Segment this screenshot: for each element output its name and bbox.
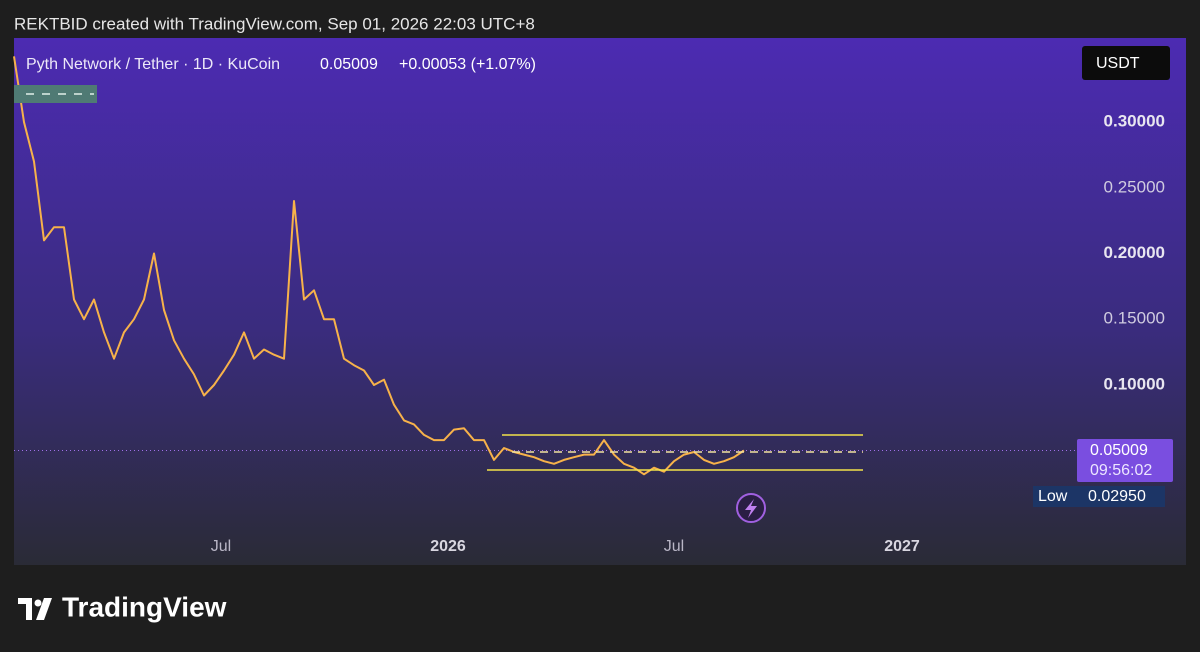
indicator-badge bbox=[14, 85, 97, 103]
x-tick-label: 2026 bbox=[430, 538, 466, 555]
low-value: 0.02950 bbox=[1088, 488, 1146, 505]
price-tag-value: 0.05009 bbox=[1090, 442, 1148, 459]
brand-logo bbox=[18, 598, 52, 620]
credit: REKTBID created with TradingView.com, Se… bbox=[14, 14, 535, 33]
lightning-icon[interactable] bbox=[736, 493, 766, 523]
last-price: 0.05009 bbox=[320, 56, 378, 73]
y-tick-label: 0.25000 bbox=[1104, 177, 1165, 196]
x-tick-label: Jul bbox=[664, 538, 684, 555]
low-tag bbox=[1033, 486, 1165, 507]
range-box bbox=[487, 434, 863, 471]
x-tick-label: 2027 bbox=[884, 538, 920, 555]
price-change: +0.00053 (+1.07%) bbox=[399, 56, 536, 73]
currency[interactable]: USDT bbox=[1096, 55, 1140, 72]
price-tag bbox=[1077, 439, 1173, 482]
currency-button[interactable] bbox=[1082, 46, 1170, 80]
y-tick-label: 0.30000 bbox=[1104, 112, 1165, 131]
countdown: 09:56:02 bbox=[1090, 462, 1152, 479]
chart-panel bbox=[14, 38, 1186, 565]
y-tick-label: 0.15000 bbox=[1104, 309, 1165, 328]
y-tick-label: 0.20000 bbox=[1104, 243, 1165, 262]
price-line bbox=[13, 56, 745, 476]
plot bbox=[13, 56, 1077, 476]
chart-title: Pyth Network / Tether · 1D · KuCoin bbox=[26, 56, 280, 73]
brand: TradingView bbox=[62, 591, 227, 622]
low-label: Low bbox=[1038, 488, 1068, 505]
y-tick-label: 0.10000 bbox=[1104, 374, 1165, 393]
x-tick-label: Jul bbox=[211, 538, 231, 555]
